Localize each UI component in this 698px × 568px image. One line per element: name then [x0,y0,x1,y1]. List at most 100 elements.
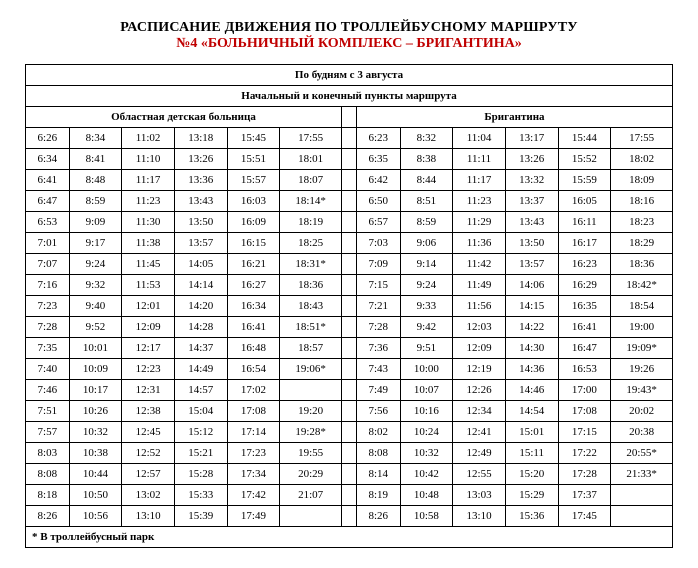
time-cell: 20:55* [611,443,673,464]
time-cell: 10:24 [400,422,453,443]
time-cell: 11:49 [453,275,506,296]
time-cell: 15:28 [174,464,227,485]
time-cell: 6:23 [356,128,400,149]
time-cell: 15:51 [227,149,280,170]
time-cell: 6:42 [356,170,400,191]
table-row: 7:239:4012:0114:2016:3418:437:219:3311:5… [26,296,673,317]
table-row: 6:348:4111:1013:2615:5118:016:358:3811:1… [26,149,673,170]
table-row: 7:4610:1712:3114:5717:027:4910:0712:2614… [26,380,673,401]
separator-cell [341,170,356,191]
time-cell: 7:16 [26,275,70,296]
time-cell [611,506,673,527]
time-cell: 7:46 [26,380,70,401]
time-cell: 7:36 [356,338,400,359]
time-cell: 18:19 [280,212,342,233]
table-row: 8:0310:3812:5215:2117:2319:558:0810:3212… [26,443,673,464]
time-cell: 17:37 [558,485,611,506]
table-row: 8:1810:5013:0215:3317:4221:078:1910:4813… [26,485,673,506]
footnote: * В троллейбусный парк [26,527,673,548]
time-cell: 18:31* [280,254,342,275]
time-cell: 12:38 [122,401,175,422]
time-cell: 9:24 [69,254,122,275]
time-cell: 18:43 [280,296,342,317]
time-cell: 18:36 [611,254,673,275]
time-cell: 18:09 [611,170,673,191]
separator-cell [341,275,356,296]
time-cell: 7:49 [356,380,400,401]
time-cell: 14:46 [505,380,558,401]
time-cell: 7:21 [356,296,400,317]
title-line-2: №4 «БОЛЬНИЧНЫЙ КОМПЛЕКС – БРИГАНТИНА» [25,36,673,52]
table-row: 8:2610:5613:1015:3917:498:2610:5813:1015… [26,506,673,527]
separator-cell [341,254,356,275]
time-cell: 17:23 [227,443,280,464]
time-cell: 10:32 [69,422,122,443]
time-cell: 15:11 [505,443,558,464]
time-cell: 12:55 [453,464,506,485]
time-cell: 18:36 [280,275,342,296]
time-cell: 16:48 [227,338,280,359]
time-cell: 10:26 [69,401,122,422]
time-cell: 8:51 [400,191,453,212]
time-cell: 8:18 [26,485,70,506]
time-cell: 16:53 [558,359,611,380]
time-cell: 17:22 [558,443,611,464]
separator-cell [341,485,356,506]
time-cell: 14:05 [174,254,227,275]
time-cell: 6:34 [26,149,70,170]
time-cell: 9:32 [69,275,122,296]
time-cell: 16:35 [558,296,611,317]
time-cell: 12:03 [453,317,506,338]
time-cell: 11:45 [122,254,175,275]
time-cell: 17:00 [558,380,611,401]
time-cell: 7:51 [26,401,70,422]
separator-cell [341,338,356,359]
time-cell: 11:29 [453,212,506,233]
time-cell: 12:45 [122,422,175,443]
time-cell: 8:08 [356,443,400,464]
time-cell: 15:59 [558,170,611,191]
time-cell: 11:56 [453,296,506,317]
time-cell: 17:34 [227,464,280,485]
time-cell: 11:10 [122,149,175,170]
table-row: 7:289:5212:0914:2816:4118:51*7:289:4212:… [26,317,673,338]
time-cell: 18:01 [280,149,342,170]
time-cell: 11:53 [122,275,175,296]
time-cell: 14:57 [174,380,227,401]
time-cell: 8:14 [356,464,400,485]
time-cell: 13:10 [453,506,506,527]
time-cell: 14:36 [505,359,558,380]
time-cell: 16:09 [227,212,280,233]
time-cell: 12:09 [122,317,175,338]
time-cell: 21:07 [280,485,342,506]
time-cell: 8:41 [69,149,122,170]
time-cell: 11:38 [122,233,175,254]
separator-cell [341,401,356,422]
time-cell: 16:47 [558,338,611,359]
time-cell: 13:26 [174,149,227,170]
time-cell: 10:38 [69,443,122,464]
table-row: 6:418:4811:1713:3615:5718:076:428:4411:1… [26,170,673,191]
time-cell: 13:43 [505,212,558,233]
time-cell: 7:07 [26,254,70,275]
title-block: РАСПИСАНИЕ ДВИЖЕНИЯ ПО ТРОЛЛЕЙБУСНОМУ МА… [25,20,673,52]
time-cell: 17:49 [227,506,280,527]
time-cell: 6:57 [356,212,400,233]
time-cell: 7:23 [26,296,70,317]
time-cell: 14:49 [174,359,227,380]
time-cell: 13:10 [122,506,175,527]
time-cell: 19:06* [280,359,342,380]
table-row: 6:268:3411:0213:1815:4517:556:238:3211:0… [26,128,673,149]
time-cell: 7:03 [356,233,400,254]
table-row: 7:4010:0912:2314:4916:5419:06*7:4310:001… [26,359,673,380]
time-cell: 17:42 [227,485,280,506]
separator-cell [341,506,356,527]
time-cell: 8:02 [356,422,400,443]
time-cell: 14:06 [505,275,558,296]
time-cell: 18:42* [611,275,673,296]
time-cell: 9:17 [69,233,122,254]
time-cell: 11:04 [453,128,506,149]
time-cell: 13:57 [505,254,558,275]
time-cell: 11:42 [453,254,506,275]
separator-cell [341,296,356,317]
